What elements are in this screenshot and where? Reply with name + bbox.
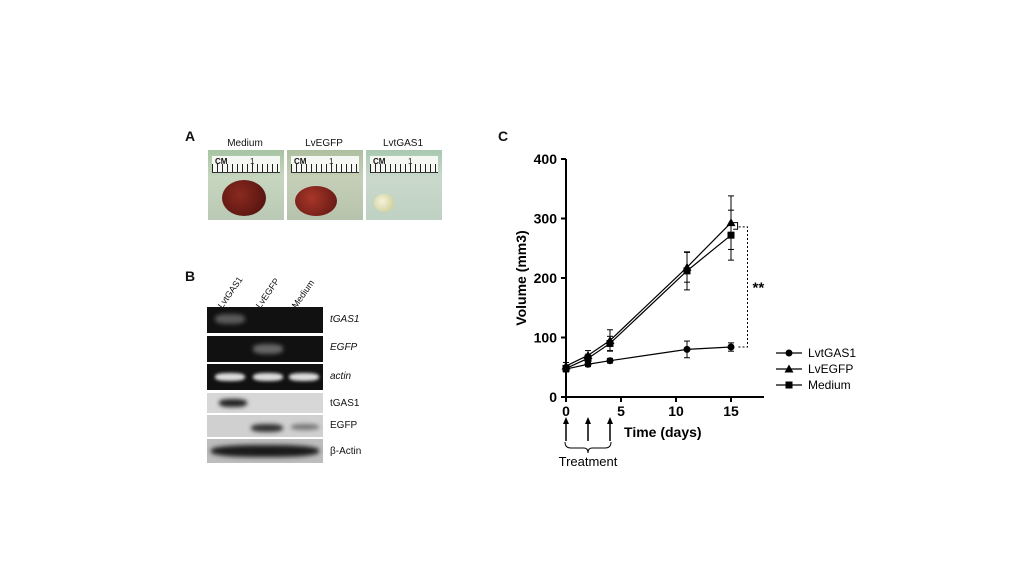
treatment-arrowhead [563, 417, 569, 424]
significance-bracket [736, 226, 748, 348]
legend-label: LvEGFP [808, 362, 853, 376]
data-point-square [683, 267, 691, 275]
panel-a-letter: A [185, 128, 196, 144]
ruler: CM 1 [291, 156, 359, 173]
y-tick-label: 100 [534, 330, 558, 346]
photo-label-medium: Medium [227, 138, 263, 149]
bracket-small [733, 222, 739, 230]
series-line [565, 222, 732, 367]
significance-marker: ** [753, 279, 765, 296]
row-label-beta-actin: β-Actin [330, 446, 362, 457]
tumor [222, 180, 266, 216]
blot-actin [207, 439, 323, 463]
y-tick-label: 300 [534, 211, 558, 227]
treatment-brace [564, 441, 612, 454]
series-medium [562, 209, 735, 372]
chart-annotations: ** Treatment [559, 222, 765, 469]
y-tick-label: 400 [534, 151, 558, 167]
tumor-photo-medium: CM 1 [208, 150, 284, 220]
data-point-square [727, 231, 735, 239]
y-tick-label: 0 [549, 389, 557, 405]
row-label-egfp-rna: EGFP [330, 342, 358, 353]
treatment-arrowhead [607, 417, 613, 424]
data-point-square [562, 364, 570, 372]
gel-actin [207, 364, 323, 390]
data-point-square [606, 339, 614, 347]
y-tick-label: 200 [534, 270, 558, 286]
data-point-circle [785, 349, 793, 357]
row-label-tgas1-protein: tGAS1 [330, 398, 360, 409]
gel-egfp [207, 336, 323, 362]
chart-axes: 0 100 200 300 400 0 5 10 15 Time (days) Volume (mm… [513, 151, 764, 440]
x-tick-label: 0 [562, 403, 570, 419]
data-point-circle [606, 357, 614, 365]
x-tick-label: 10 [668, 403, 684, 419]
legend-label: LvtGAS1 [808, 346, 856, 360]
chart-series [561, 195, 736, 373]
treatment-arrowhead [585, 417, 591, 424]
tumor [374, 194, 394, 212]
panel-c-letter: C [498, 128, 509, 144]
blot-egfp [207, 415, 323, 437]
row-label-tgas1-rna: tGAS1 [330, 314, 360, 325]
treatment-label: Treatment [559, 454, 618, 469]
blot-tgas1 [207, 393, 323, 413]
data-point-triangle [784, 364, 794, 373]
data-point-circle [683, 345, 691, 353]
row-label-actin-rna: actin [330, 371, 352, 382]
x-tick-label: 5 [617, 403, 625, 419]
photo-label-lvegfp: LvEGFP [305, 138, 343, 149]
data-point-circle [727, 343, 735, 351]
legend-label: Medium [808, 378, 851, 392]
y-axis-label: Volume (mm3) [513, 230, 529, 325]
data-point-square [785, 381, 793, 389]
chart-legend: LvtGAS1 LvEGFP Medium [776, 346, 856, 392]
ruler: CM 1 [212, 156, 280, 173]
series-lvegfp [561, 195, 736, 371]
panel-b-letter: B [185, 268, 196, 284]
x-tick-label: 15 [723, 403, 739, 419]
tumor [295, 186, 337, 216]
photo-label-lvtgas1: LvtGAS1 [382, 138, 424, 149]
row-label-egfp-protein: EGFP [330, 420, 358, 431]
tumor-photo-lvtgas1: CM 1 [366, 150, 442, 220]
ruler: CM 1 [370, 156, 438, 173]
tumor-photo-lvegfp: CM 1 [287, 150, 363, 220]
data-point-square [584, 354, 592, 362]
x-axis-label: Time (days) [624, 424, 702, 440]
gel-tgas1 [207, 307, 323, 333]
